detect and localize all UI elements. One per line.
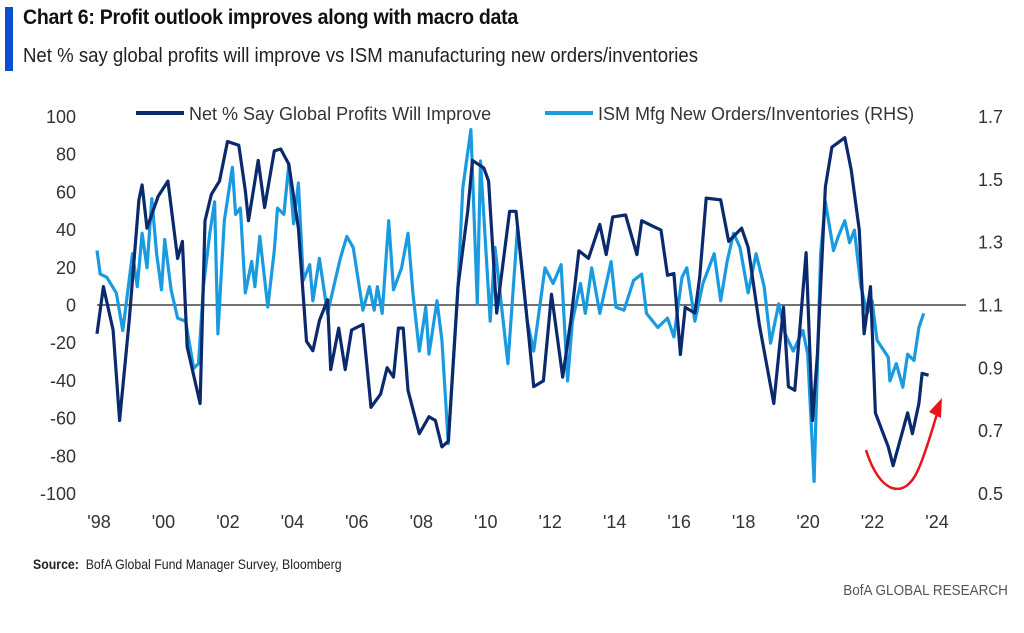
right-tick-label: 1.5 <box>978 170 1003 190</box>
x-tick-label: '02 <box>216 512 239 532</box>
right-axis-ticks: 1.7 1.5 1.3 1.1 0.9 0.7 0.5 <box>978 107 1003 504</box>
left-tick-label: 40 <box>56 220 76 240</box>
arrow-head-icon <box>929 398 942 418</box>
x-tick-label: '22 <box>861 512 884 532</box>
title-accent-bar <box>5 7 13 71</box>
left-tick-label: 20 <box>56 258 76 278</box>
right-tick-label: 1.1 <box>978 296 1003 316</box>
right-tick-label: 0.7 <box>978 421 1003 441</box>
series-line-ism <box>95 128 926 483</box>
left-axis-ticks: 100 80 60 40 20 0 -20 -40 -60 -80 -100 <box>40 107 76 504</box>
brand-logo-text: BofA GLOBAL RESEARCH <box>843 582 1008 599</box>
legend-label-dark: Net % Say Global Profits Will Improve <box>189 104 491 124</box>
right-tick-label: 1.3 <box>978 233 1003 253</box>
x-tick-label: '00 <box>152 512 175 532</box>
left-tick-label: -40 <box>50 371 76 391</box>
chart-title: Chart 6: Profit outlook improves along w… <box>23 6 518 29</box>
x-tick-label: '04 <box>281 512 304 532</box>
series-line-net-profits <box>95 136 930 468</box>
recovery-arrow <box>864 413 939 490</box>
x-axis-ticks: '98 '00 '02 '04 '06 '08 '10 '12 '14 '16 '18 '20 '22 '… <box>87 512 948 532</box>
x-tick-label: '20 <box>796 512 819 532</box>
left-tick-label: -80 <box>50 446 76 466</box>
series-lines <box>95 128 930 483</box>
chart-subtitle: Net % say global profits will improve vs… <box>23 45 699 67</box>
x-tick-label: '08 <box>410 512 433 532</box>
legend: Net % Say Global Profits Will Improve IS… <box>136 104 914 124</box>
right-tick-label: 0.9 <box>978 358 1003 378</box>
left-tick-label: 100 <box>46 107 76 127</box>
x-tick-label: '98 <box>87 512 110 532</box>
right-tick-label: 1.7 <box>978 107 1003 127</box>
right-tick-label: 0.5 <box>978 484 1003 504</box>
left-tick-label: 0 <box>66 296 76 316</box>
source-note: Source: BofA Global Fund Manager Survey,… <box>33 556 342 572</box>
x-tick-label: '24 <box>925 512 948 532</box>
x-tick-label: '12 <box>538 512 561 532</box>
x-tick-label: '10 <box>474 512 497 532</box>
left-tick-label: -60 <box>50 409 76 429</box>
x-tick-label: '14 <box>603 512 626 532</box>
left-tick-label: -100 <box>40 484 76 504</box>
left-tick-label: 60 <box>56 182 76 202</box>
x-tick-label: '06 <box>345 512 368 532</box>
source-text: BofA Global Fund Manager Survey, Bloombe… <box>85 556 342 572</box>
left-tick-label: 80 <box>56 145 76 165</box>
legend-label-light: ISM Mfg New Orders/Inventories (RHS) <box>598 104 914 124</box>
x-tick-label: '18 <box>732 512 755 532</box>
left-tick-label: -20 <box>50 333 76 353</box>
source-label: Source: <box>33 556 79 572</box>
x-tick-label: '16 <box>667 512 690 532</box>
